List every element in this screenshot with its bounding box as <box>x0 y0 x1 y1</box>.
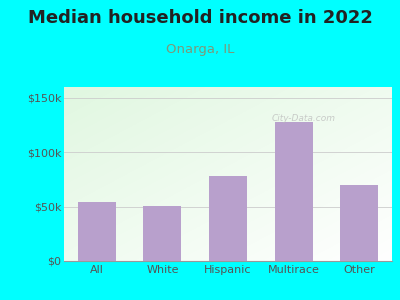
Bar <box>340 185 378 261</box>
Bar <box>209 176 247 261</box>
Text: Onarga, IL: Onarga, IL <box>166 44 234 56</box>
Bar <box>274 122 313 261</box>
Bar <box>78 202 116 261</box>
Bar <box>143 206 182 261</box>
Text: Median household income in 2022: Median household income in 2022 <box>28 9 372 27</box>
Text: City-Data.com: City-Data.com <box>272 114 336 123</box>
